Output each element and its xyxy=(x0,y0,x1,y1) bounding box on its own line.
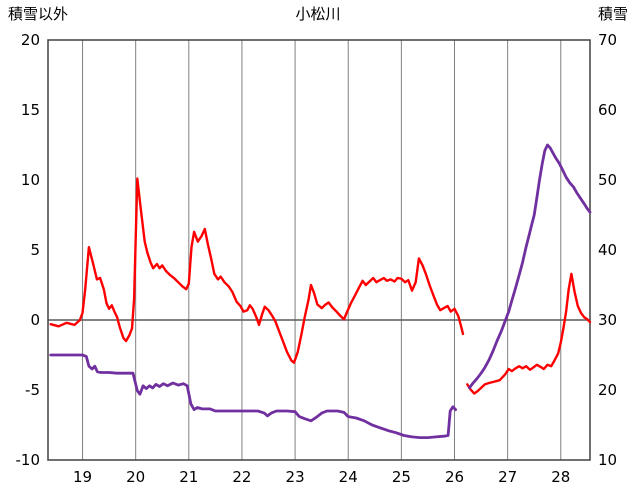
x-tick-label-19: 19 xyxy=(73,468,92,486)
x-tick-label-22: 22 xyxy=(232,468,251,486)
left-tick-label-10: 10 xyxy=(21,171,40,189)
left-tick-label-20: 20 xyxy=(21,31,40,49)
x-tick-label-23: 23 xyxy=(286,468,305,486)
right-tick-label-30: 30 xyxy=(598,311,617,329)
series-purple-right-axis-segment-1 xyxy=(467,143,592,390)
x-tick-label-21: 21 xyxy=(179,468,198,486)
x-tick-label-25: 25 xyxy=(392,468,411,486)
right-tick-label-50: 50 xyxy=(598,171,617,189)
right-tick-label-10: 10 xyxy=(598,451,617,469)
left-tick-label--10: -10 xyxy=(16,451,41,469)
x-tick-label-24: 24 xyxy=(339,468,358,486)
left-tick-label-15: 15 xyxy=(21,101,40,119)
series-red-left-axis-segment-0 xyxy=(49,177,465,364)
right-tick-label-60: 60 xyxy=(598,101,617,119)
chart-title: 小松川 xyxy=(295,5,341,23)
plot-border xyxy=(47,39,591,461)
x-tick-label-20: 20 xyxy=(126,468,145,486)
series-red-left-axis-segment-1 xyxy=(466,272,592,395)
series-purple-right-axis-segment-0 xyxy=(49,353,458,440)
right-tick-label-70: 70 xyxy=(598,31,617,49)
left-tick-label-5: 5 xyxy=(30,241,40,259)
x-tick-label-28: 28 xyxy=(551,468,570,486)
right-tick-label-40: 40 xyxy=(598,241,617,259)
x-tick-label-27: 27 xyxy=(498,468,517,486)
x-tick-label-26: 26 xyxy=(445,468,464,486)
left-axis-title: 積雪以外 xyxy=(8,5,69,23)
right-tick-label-20: 20 xyxy=(598,381,617,399)
left-tick-label--5: -5 xyxy=(25,381,40,399)
right-axis-title: 積雪 xyxy=(597,5,628,23)
left-tick-label-0: 0 xyxy=(30,311,40,329)
